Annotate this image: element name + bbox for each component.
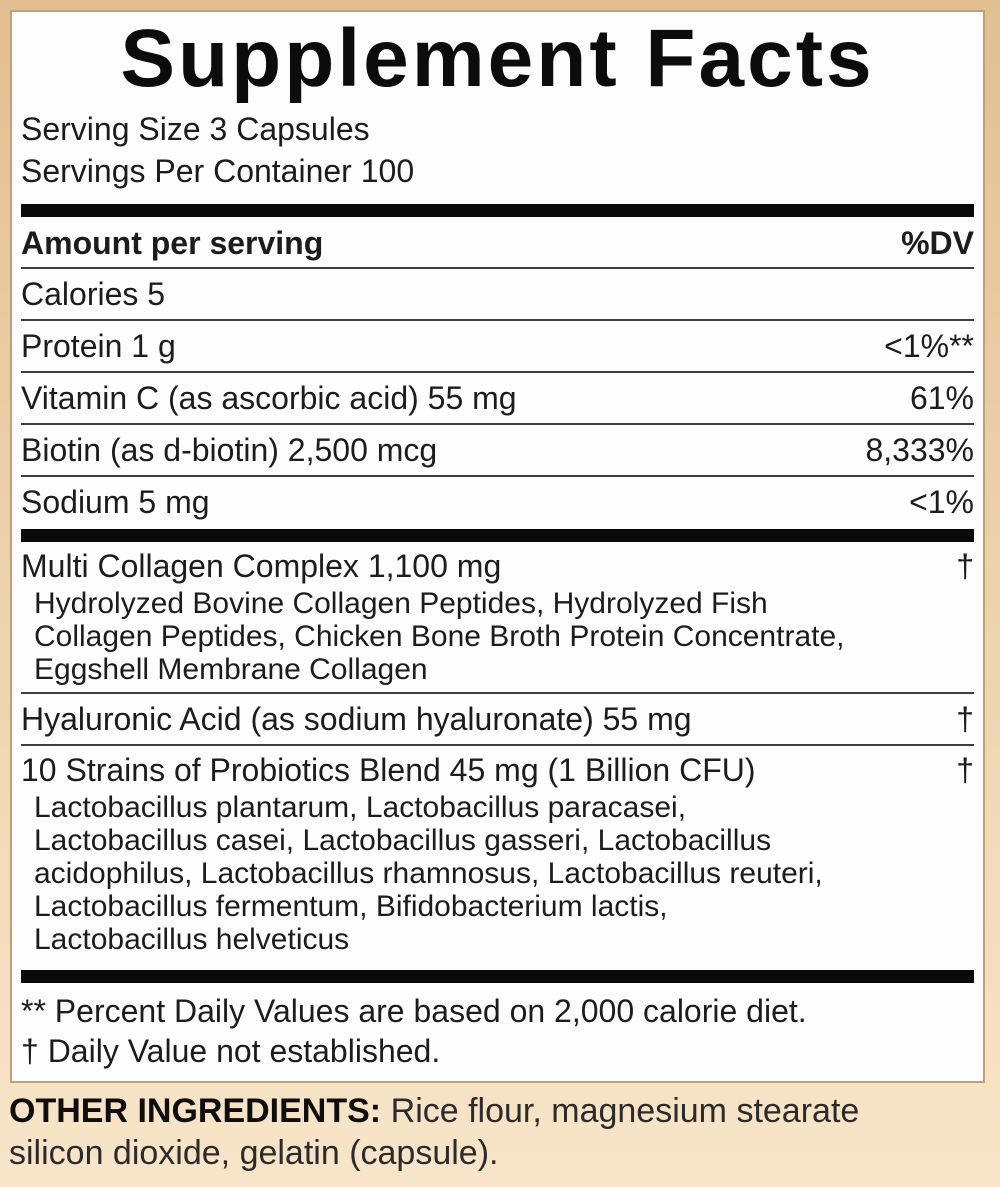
thick-divider-bottom (21, 970, 974, 983)
nutrient-row-protein: Protein 1 g <1%** (21, 321, 974, 373)
nutrient-name: Protein 1 g (21, 328, 176, 364)
other-ingredients-line-1: OTHER INGREDIENTS: Rice flour, magnesium … (9, 1090, 994, 1132)
sub-ingredient-line: Lactobacillus fermentum, Bifidobacterium… (34, 890, 668, 923)
column-header-row: Amount per serving %DV (21, 217, 974, 269)
sub-ingredient-line: Eggshell Membrane Collagen (34, 653, 428, 686)
amount-per-serving-header: Amount per serving (21, 225, 324, 261)
nutrient-dv: <1% (909, 484, 974, 520)
dagger-symbol: † (956, 752, 974, 788)
sub-ingredient-line: Lactobacillus casei, Lactobacillus gasse… (34, 824, 772, 857)
servings-per-container-text: Servings Per Container 100 (21, 153, 415, 189)
nutrient-dv: <1%** (884, 328, 974, 364)
blend-name-row: Multi Collagen Complex 1,100 mg † (21, 542, 974, 585)
nutrient-dv: 61% (909, 380, 974, 416)
thick-divider-middle (21, 529, 974, 542)
nutrient-row-sodium: Sodium 5 mg <1% (21, 477, 974, 527)
percent-dv-header: %DV (901, 225, 974, 261)
dagger-symbol: † (956, 701, 974, 737)
sub-ingredient-line: Hydrolyzed Bovine Collagen Peptides, Hyd… (34, 587, 768, 620)
blend-hyaluronic-acid: Hyaluronic Acid (as sodium hyaluronate) … (21, 692, 974, 744)
sub-ingredient-line: Lactobacillus plantarum, Lactobacillus p… (34, 791, 687, 824)
blend-name-row: 10 Strains of Probiotics Blend 45 mg (1 … (21, 746, 974, 789)
other-ingredients-line-2: silicon dioxide, gelatin (capsule). (9, 1134, 499, 1172)
sub-ingredient-line: Lactobacillus helveticus (34, 923, 350, 956)
nutrient-name: Sodium 5 mg (21, 484, 210, 520)
blend-probiotics: 10 Strains of Probiotics Blend 45 mg (1 … (21, 744, 974, 962)
other-ingredients-section: OTHER INGREDIENTS: Rice flour, magnesium … (9, 1090, 994, 1174)
blend-name: 10 Strains of Probiotics Blend 45 mg (1 … (21, 752, 756, 788)
blend-name: Hyaluronic Acid (as sodium hyaluronate) … (21, 701, 692, 737)
nutrient-row-biotin: Biotin (as d-biotin) 2,500 mcg 8,333% (21, 425, 974, 477)
other-ingredients-text: Rice flour, magnesium stearate (390, 1092, 860, 1130)
blend-sub-ingredients: Hydrolyzed Bovine Collagen Peptides, Hyd… (21, 585, 974, 692)
other-ingredients-label: OTHER INGREDIENTS: (9, 1092, 382, 1130)
blend-multi-collagen: Multi Collagen Complex 1,100 mg † Hydrol… (21, 542, 974, 692)
nutrient-row-calories: Calories 5 (21, 269, 974, 321)
nutrient-dv: 8,333% (865, 432, 974, 468)
nutrient-name: Biotin (as d-biotin) 2,500 mcg (21, 432, 438, 468)
dagger-symbol: † (956, 548, 974, 584)
blend-name-row: Hyaluronic Acid (as sodium hyaluronate) … (21, 694, 974, 744)
blend-sub-ingredients: Lactobacillus plantarum, Lactobacillus p… (21, 789, 974, 962)
blend-name: Multi Collagen Complex 1,100 mg (21, 548, 502, 584)
supplement-facts-panel: Supplement Facts Serving Size 3 Capsules… (10, 10, 985, 1083)
footnote-percent-dv: ** Percent Daily Values are based on 2,0… (21, 993, 807, 1029)
sub-ingredient-line: Collagen Peptides, Chicken Bone Broth Pr… (34, 620, 845, 653)
serving-size-text: Serving Size 3 Capsules (21, 111, 370, 147)
footnote-daily-value: † Daily Value not established. (21, 1033, 441, 1069)
nutrient-name: Vitamin C (as ascorbic acid) 55 mg (21, 380, 517, 416)
panel-title: Supplement Facts (120, 13, 875, 104)
nutrient-name: Calories 5 (21, 276, 166, 312)
thick-divider-top (21, 204, 974, 217)
sub-ingredient-line: acidophilus, Lactobacillus rhamnosus, La… (34, 857, 823, 890)
nutrient-row-vitamin-c: Vitamin C (as ascorbic acid) 55 mg 61% (21, 373, 974, 425)
